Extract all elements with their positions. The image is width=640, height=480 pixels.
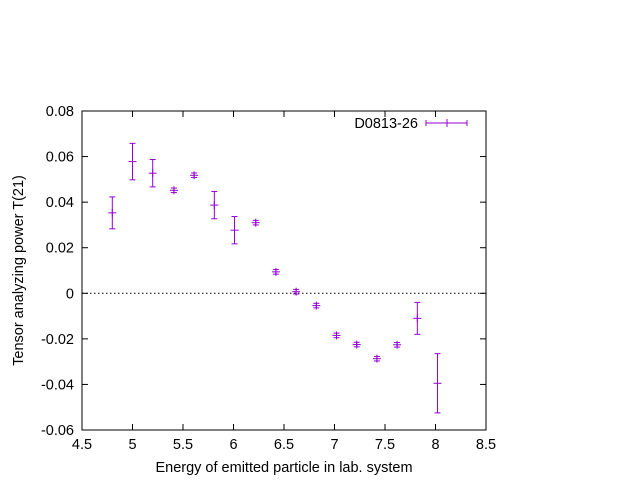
data-point [332, 331, 341, 340]
data-point [292, 287, 301, 296]
x-tick-label: 8 [431, 437, 439, 453]
y-tick-label: 0 [66, 286, 74, 302]
legend: D0813-26 [354, 116, 468, 132]
x-tick-label: 7 [330, 437, 338, 453]
y-tick-label: -0.04 [41, 377, 74, 393]
x-tick-label: 6.5 [274, 437, 294, 453]
x-tick-label: 5.5 [173, 437, 193, 453]
data-point [230, 215, 239, 245]
data-point [433, 353, 442, 414]
plot-frame [81, 110, 487, 431]
x-tick-label: 5 [128, 437, 136, 453]
data-point [372, 354, 381, 363]
y-tick-label: 0.04 [46, 195, 74, 211]
data-point [169, 186, 178, 195]
data-point [108, 196, 117, 230]
ticks-layer: 4.5 5 5.5 6 6.5 7 7.5 8 8.5 -0.06 -0.04 -0.02 0 0.02 0… [41, 104, 496, 453]
data-point [271, 267, 280, 276]
y-tick-label: 0.06 [46, 150, 74, 166]
data-point [312, 301, 321, 310]
series-layer [108, 142, 442, 414]
y-tick-label: -0.06 [41, 423, 74, 439]
data-point [128, 142, 137, 181]
legend-label: D0813-26 [354, 116, 418, 132]
data-point [352, 340, 361, 349]
x-tick-label: 6 [229, 437, 237, 453]
data-point [210, 190, 219, 220]
data-point [413, 301, 422, 335]
legend-sample [425, 119, 468, 127]
data-point [251, 218, 260, 227]
y-tick-label: 0.02 [46, 241, 74, 257]
data-point [393, 340, 402, 349]
x-tick-label: 8.5 [476, 437, 496, 453]
y-tick-label: 0.08 [46, 104, 74, 120]
y-tick-label: -0.02 [41, 332, 74, 348]
y-axis-label: Tensor analyzing power T(21) [11, 175, 27, 366]
x-tick-label: 7.5 [375, 437, 395, 453]
data-point [148, 159, 157, 188]
data-point [190, 171, 199, 180]
x-tick-label: 4.5 [72, 437, 92, 453]
x-axis-label: Energy of emitted particle in lab. syste… [155, 460, 412, 476]
